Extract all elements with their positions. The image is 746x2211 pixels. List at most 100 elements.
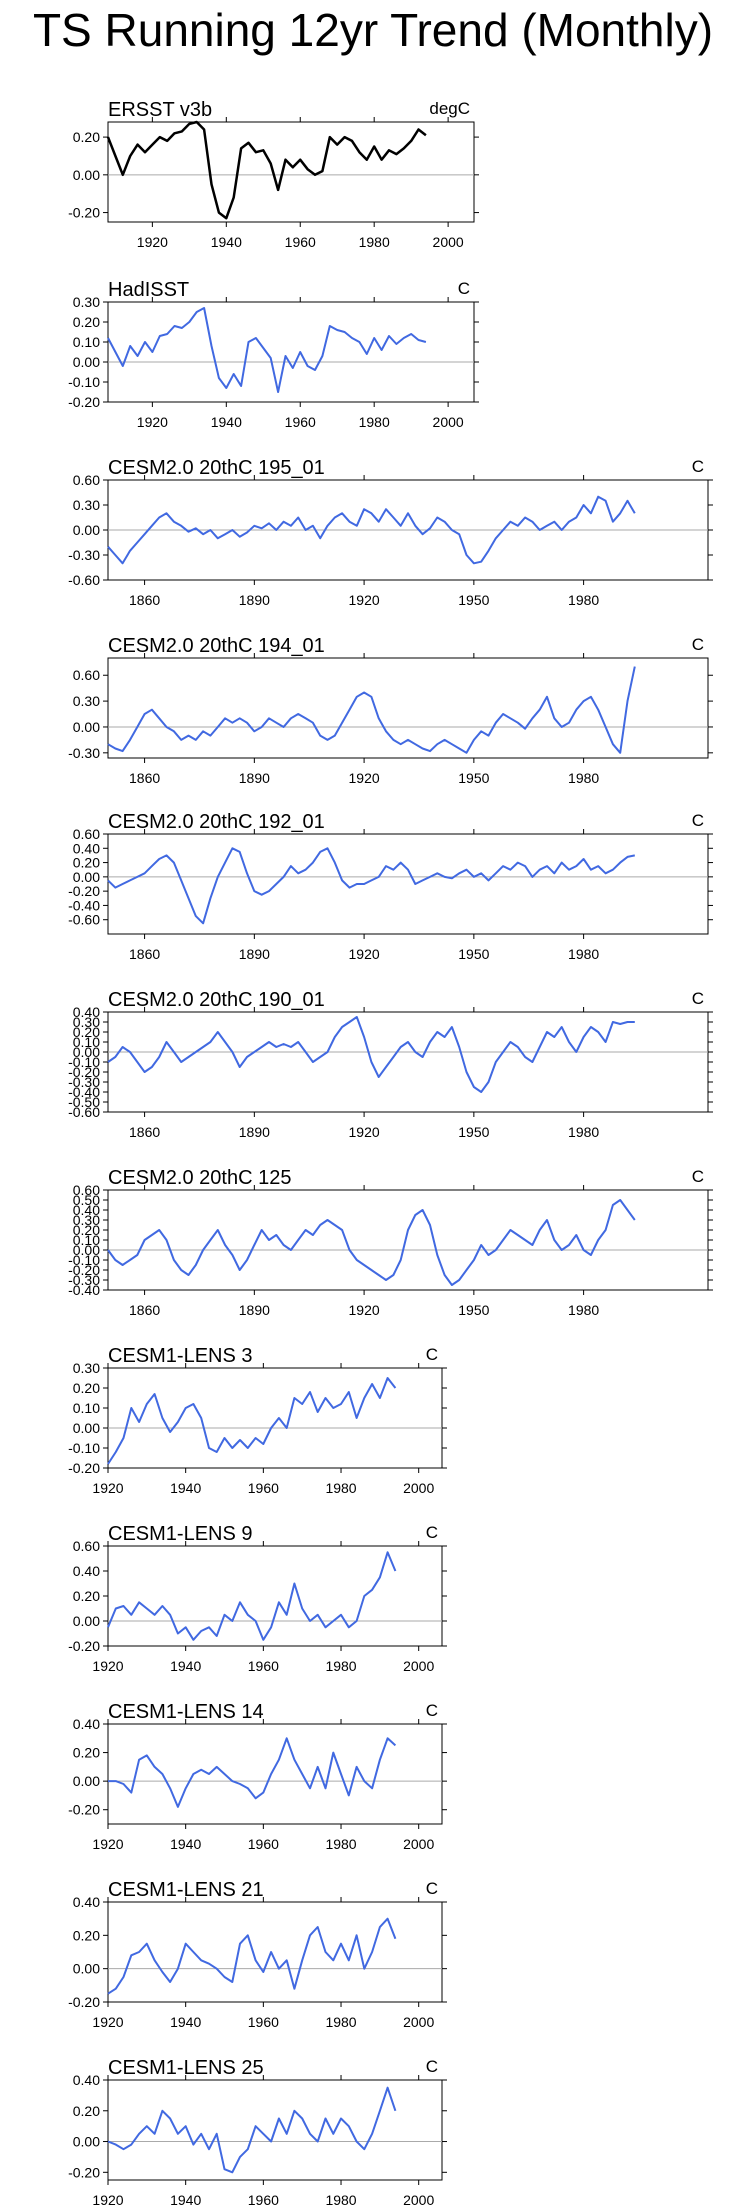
chart-panel-6: CESM2.0 20thC 125 C0.600.500.400.300.200.… (68, 1167, 713, 1318)
y-tick-label: 0.30 (73, 1360, 100, 1376)
y-tick-label: -0.20 (68, 2164, 100, 2180)
y-tick-label: -0.10 (68, 1252, 100, 1268)
plot-frame (107, 1011, 709, 1113)
chart-panel-11: CESM1-LENS 25 C 0.40 0.20 0.00 -0.20 1920 1940 1… (68, 2057, 447, 2208)
x-tick-label: 1980 (568, 770, 599, 786)
y-tick-label: 0.60 (73, 1182, 100, 1198)
series-line (107, 1199, 636, 1286)
y-tick-label: -0.10 (68, 374, 100, 390)
y-tick-label: 0.10 (73, 334, 100, 350)
y-tick-label: 0.20 (73, 855, 100, 871)
y-tick-label: 0.20 (73, 1380, 100, 1396)
chart-panel-2: CESM2.0 20thC 195_01 C 0.60 0.30 0.00 -0.30 -0… (68, 457, 713, 608)
x-tick-label: 1920 (92, 2192, 123, 2208)
x-tick-label: 1920 (349, 592, 380, 608)
y-tick-label: 0.30 (73, 294, 100, 310)
chart-title: CESM1-LENS 14 (108, 1701, 264, 1723)
chart-panel-5: CESM2.0 20thC 190_01 C 0.400.300.200.100.0… (68, 989, 713, 1140)
chart-units: C (426, 2057, 438, 2076)
x-tick-label: 1950 (458, 592, 489, 608)
y-tick-label: 0.30 (73, 497, 100, 513)
y-tick-label: 0.40 (73, 1004, 100, 1020)
y-tick-label: -0.20 (68, 883, 100, 899)
y-tick-label: -0.40 (68, 897, 100, 913)
chart-units: C (692, 989, 704, 1008)
chart-panel-8: CESM1-LENS 9 C 0.60 0.40 0.20 0.00 -0.20 1920 19… (68, 1523, 447, 1674)
series-line (107, 1551, 397, 1641)
x-tick-label: 2000 (403, 2014, 434, 2030)
plot-frame (107, 833, 709, 935)
x-tick-label: 1980 (568, 1124, 599, 1140)
chart-units: C (692, 457, 704, 476)
series-line (107, 847, 636, 925)
series-line (107, 307, 427, 393)
x-tick-label: 2000 (403, 1836, 434, 1852)
y-tick-label: 0.20 (73, 314, 100, 330)
plot-frame (107, 1723, 443, 1825)
y-tick-label: 0.40 (73, 840, 100, 856)
chart-title: CESM2.0 20thC 192_01 (108, 811, 325, 833)
y-tick-label: 0.00 (73, 1044, 100, 1060)
plot-frame (107, 2079, 443, 2181)
y-tick-label: -0.30 (68, 1272, 100, 1288)
y-tick-label: -0.20 (68, 1638, 100, 1654)
x-tick-label: 1980 (325, 1480, 356, 1496)
plot-frame (107, 1189, 709, 1291)
y-tick-label: 0.50 (73, 1192, 100, 1208)
y-tick-label: -0.20 (68, 205, 100, 221)
chart-title: CESM2.0 20thC 190_01 (108, 989, 325, 1011)
x-tick-label: 1980 (325, 1658, 356, 1674)
y-tick-label: 0.40 (73, 1716, 100, 1732)
chart-panel-4: CESM2.0 20thC 192_01 C0.600.400.200.00-0.… (68, 811, 713, 962)
x-tick-label: 1920 (349, 1124, 380, 1140)
series-line (107, 2086, 397, 2174)
y-tick-label: 0.00 (73, 2134, 100, 2150)
x-tick-label: 1950 (458, 770, 489, 786)
x-tick-label: 1920 (92, 1658, 123, 1674)
y-tick-label: 0.00 (73, 1420, 100, 1436)
x-tick-label: 1860 (129, 1302, 160, 1318)
y-tick-label: 0.00 (73, 1613, 100, 1629)
x-tick-label: 1960 (285, 234, 316, 250)
y-tick-label: 0.10 (73, 1034, 100, 1050)
x-tick-label: 1960 (248, 2192, 279, 2208)
plot-frame (107, 657, 709, 759)
y-tick-label: 0.60 (73, 1538, 100, 1554)
y-tick-label: -0.50 (68, 1094, 100, 1110)
x-tick-label: 1860 (129, 1124, 160, 1140)
x-tick-label: 1890 (239, 1124, 270, 1140)
y-tick-label: -0.30 (68, 745, 100, 761)
y-tick-label: -0.20 (68, 1994, 100, 2010)
x-tick-label: 1860 (129, 592, 160, 608)
x-tick-label: 1940 (170, 1658, 201, 1674)
y-tick-label: 0.40 (73, 1894, 100, 1910)
x-tick-label: 1980 (359, 234, 390, 250)
chart-panel-7: CESM1-LENS 3 C 0.30 0.20 0.10 0.00 -0.10 -0.20 1… (68, 1345, 447, 1496)
x-tick-label: 1940 (211, 234, 242, 250)
y-tick-label: -0.40 (68, 1282, 100, 1298)
y-tick-label: -0.20 (68, 1460, 100, 1476)
y-tick-label: 0.00 (73, 167, 100, 183)
x-tick-label: 1920 (349, 1302, 380, 1318)
x-tick-label: 1920 (349, 770, 380, 786)
y-tick-label: 0.00 (73, 1242, 100, 1258)
chart-title: CESM2.0 20thC 194_01 (108, 635, 325, 657)
plot-frame (107, 121, 475, 223)
x-tick-label: 1940 (170, 1836, 201, 1852)
x-tick-label: 2000 (403, 2192, 434, 2208)
chart-units: C (426, 1345, 438, 1364)
plot-frame (107, 1367, 443, 1469)
x-tick-label: 1940 (170, 2192, 201, 2208)
y-tick-label: 0.00 (73, 522, 100, 538)
chart-units: C (692, 811, 704, 830)
x-tick-label: 1920 (137, 234, 168, 250)
y-tick-label: -0.30 (68, 1074, 100, 1090)
y-tick-label: -0.20 (68, 1262, 100, 1278)
chart-title: CESM1-LENS 25 (108, 2057, 264, 2079)
x-tick-label: 1920 (349, 946, 380, 962)
chart-title: CESM1-LENS 3 (108, 1345, 253, 1367)
y-tick-label: 0.40 (73, 1202, 100, 1218)
chart-units: C (426, 1523, 438, 1542)
y-tick-label: -0.10 (68, 1054, 100, 1070)
